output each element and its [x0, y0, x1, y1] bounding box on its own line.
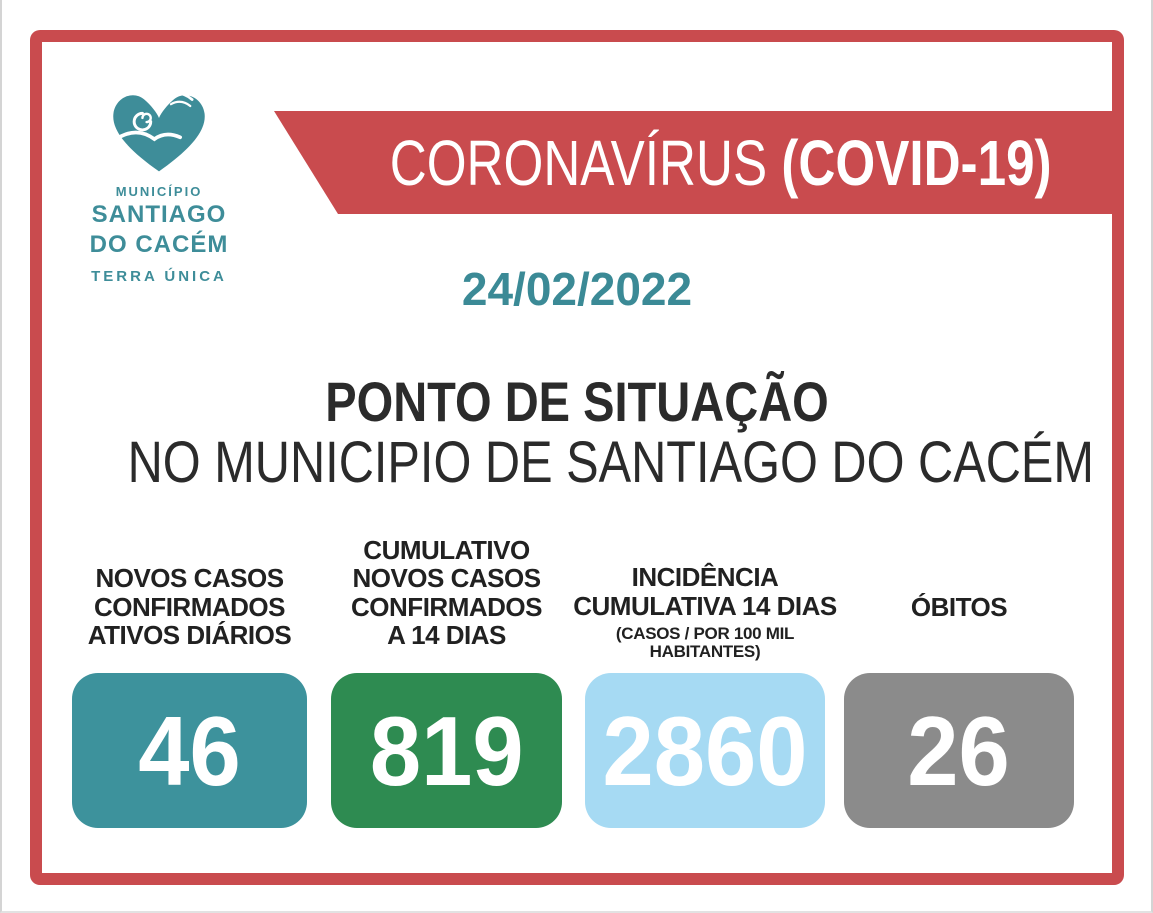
stat-box-cumulativo: 819 — [331, 673, 562, 828]
ribbon-title-regular: CORONAVÍRUS — [390, 126, 768, 199]
stat-label-line: ATIVOS DIÁRIOS — [87, 620, 292, 651]
stat-label-line: NOVOS CASOS — [352, 563, 541, 594]
municipality-logo: MUNICÍPIO SANTIAGO DO CACÉM TERRA ÚNICA — [49, 83, 269, 285]
stat-label-line: CUMULATIVO — [363, 534, 530, 565]
stat-box-incidencia: 2860 — [585, 673, 825, 828]
logo-name-line2: DO CACÉM — [89, 230, 229, 258]
ribbon-title-bold: (COVID-19) — [781, 126, 1052, 199]
stat-label-incidencia: INCIDÊNCIA CUMULATIVA 14 DIAS (CASOS / P… — [560, 563, 850, 662]
headline: PONTO DE SITUAÇÃO NO MUNICIPIO DE SANTIA… — [42, 370, 1112, 495]
stat-box-novos-casos: 46 — [72, 673, 307, 828]
report-date: 24/02/2022 — [461, 263, 693, 315]
stat-sublabel-incidencia: (CASOS / POR 100 MIL HABITANTES) — [615, 623, 795, 662]
coronavirus-ribbon: CORONAVÍRUS (COVID-19) — [274, 111, 1112, 214]
stat-label-line: A 14 DIAS — [387, 620, 506, 651]
stat-value-obitos: 26 — [907, 695, 1011, 806]
stat-label-line: INCIDÊNCIA — [631, 562, 779, 593]
stat-value-novos-casos: 46 — [138, 695, 241, 806]
stat-box-obitos: 26 — [844, 673, 1074, 828]
stat-label-novos-casos: NOVOS CASOS CONFIRMADOS ATIVOS DIÁRIOS — [72, 564, 307, 650]
headline-line2: NO MUNICIPIO DE SANTIAGO DO CACÉM — [127, 429, 1094, 495]
ribbon-title: CORONAVÍRUS (COVID-19) — [390, 126, 1052, 200]
stat-label-line: CONFIRMADOS — [94, 591, 285, 622]
stat-label-line: CUMULATIVA 14 DIAS — [573, 591, 837, 622]
stat-label-obitos: ÓBITOS — [844, 593, 1074, 622]
logo-org-type: MUNICÍPIO — [115, 184, 203, 199]
stat-label-line: CONFIRMADOS — [351, 591, 542, 622]
headline-line1: PONTO DE SITUAÇÃO — [325, 370, 829, 433]
stat-label-line: ÓBITOS — [910, 592, 1008, 623]
stat-label-line: NOVOS CASOS — [95, 563, 284, 594]
stat-label-cumulativo: CUMULATIVO NOVOS CASOS CONFIRMADOS A 14 … — [331, 536, 562, 650]
logo-tagline: TERRA ÚNICA — [91, 267, 227, 285]
logo-name-line1: SANTIAGO — [91, 201, 227, 228]
covid-report-card: MUNICÍPIO SANTIAGO DO CACÉM TERRA ÚNICA … — [30, 30, 1124, 885]
stat-value-cumulativo: 819 — [369, 695, 524, 806]
stat-value-incidencia: 2860 — [602, 695, 808, 806]
heart-wave-logo-icon — [113, 91, 205, 172]
